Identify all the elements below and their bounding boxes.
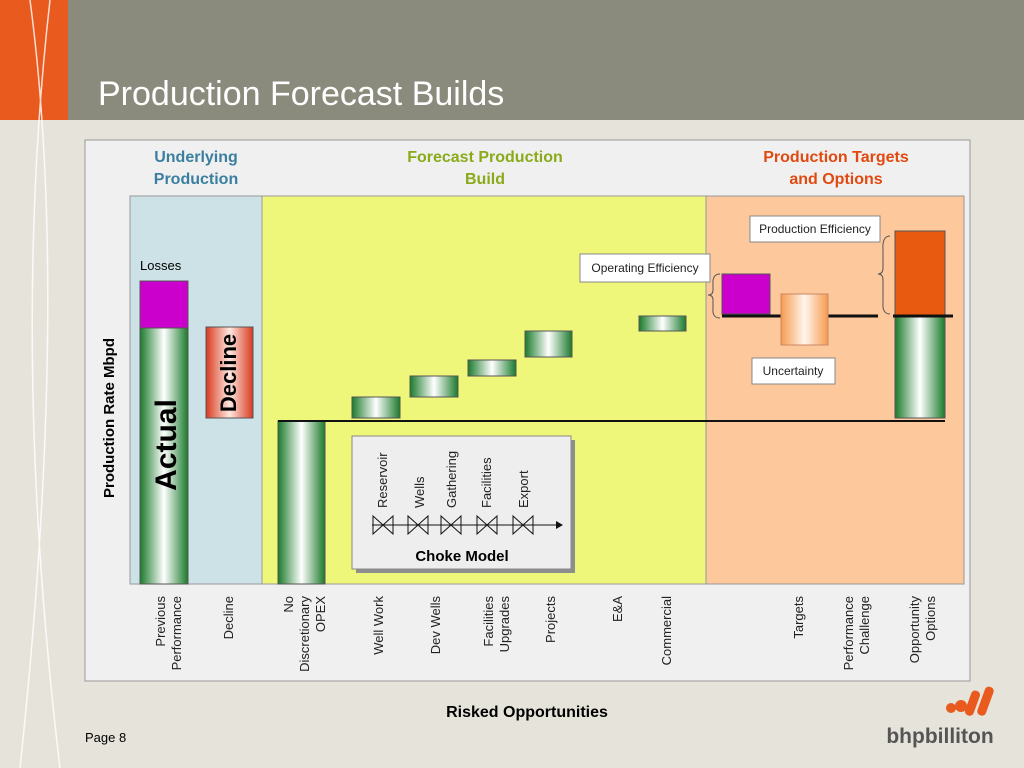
choke-stage: Wells — [412, 476, 427, 508]
x-label: Facilities — [481, 596, 496, 647]
section-header: Forecast Production Build — [407, 149, 563, 188]
x-label: No — [281, 596, 296, 613]
x-label: E&A — [610, 596, 625, 622]
valve — [476, 514, 498, 536]
brace — [877, 235, 891, 315]
x-label: Options — [923, 596, 938, 641]
callout — [749, 215, 881, 243]
choke-stage: Export — [516, 470, 531, 508]
section-header: Underlying Production — [154, 149, 238, 188]
options-base — [894, 315, 946, 419]
decline-bar — [205, 326, 254, 419]
targets-bar — [721, 273, 771, 315]
x-label: Decline — [221, 596, 236, 639]
choke-diagram: Reservoir Wells Gathering Facilities Export — [372, 451, 563, 536]
valve — [512, 514, 534, 536]
decline-label: Decline — [216, 334, 241, 412]
x-label: Discretionary — [297, 596, 312, 672]
choke-stage: Reservoir — [375, 452, 390, 508]
title: Production Forecast Builds — [98, 75, 504, 113]
choke-stage: Facilities — [479, 457, 494, 508]
step-bar — [524, 330, 573, 358]
x-label: Targets — [791, 596, 806, 639]
callout — [751, 357, 836, 385]
x-label: Dev Wells — [428, 596, 443, 655]
callout-text: Operating Efficiency — [591, 261, 698, 275]
losses-label: Losses — [140, 258, 182, 273]
valve — [372, 514, 394, 536]
x-labels: Previous Performance Decline No Discretionar… — [153, 596, 938, 672]
step-bar — [351, 396, 401, 419]
callout-text: Production Efficiency — [759, 222, 871, 236]
x-axis-label: Risked Opportunities — [446, 704, 608, 721]
x-label: Previous — [153, 596, 168, 647]
challenge-bar — [780, 293, 829, 346]
y-axis-label: Production Rate Mbpd — [101, 338, 118, 498]
valve — [407, 514, 429, 536]
choke-title: Choke Model — [415, 548, 508, 565]
choke-arrow — [556, 521, 563, 529]
x-label: Projects — [543, 596, 558, 643]
actual-bar — [139, 327, 189, 585]
options-bar — [894, 230, 946, 317]
brace — [707, 273, 721, 319]
step-bar — [467, 359, 517, 377]
choke-stage: Gathering — [444, 451, 459, 508]
opex-bar — [277, 420, 326, 585]
callout — [579, 253, 711, 283]
x-label: OPEX — [313, 596, 328, 632]
orange-block — [0, 0, 68, 120]
choke-box — [351, 435, 572, 570]
logo-text: bhpbilliton — [886, 725, 993, 748]
x-label: Well Work — [371, 596, 386, 655]
step-bar — [409, 375, 459, 398]
x-label: Performance — [841, 596, 856, 670]
losses-bar — [139, 280, 189, 329]
title-band — [68, 0, 1024, 120]
section-header: Production Targets and Options — [763, 149, 909, 188]
x-label: Opportunity — [907, 596, 922, 664]
x-label: Challenge — [857, 596, 872, 655]
valve — [440, 514, 462, 536]
decor-lines — [19, 0, 61, 768]
x-label: Performance — [169, 596, 184, 670]
logo-mark — [946, 686, 994, 716]
actual-label: Actual — [150, 399, 183, 491]
page-number: Page 8 — [85, 730, 126, 745]
x-label: Commercial — [659, 596, 674, 665]
callout-text: Uncertainty — [763, 364, 824, 378]
step-bar — [638, 315, 687, 332]
x-label: Upgrades — [497, 596, 512, 653]
